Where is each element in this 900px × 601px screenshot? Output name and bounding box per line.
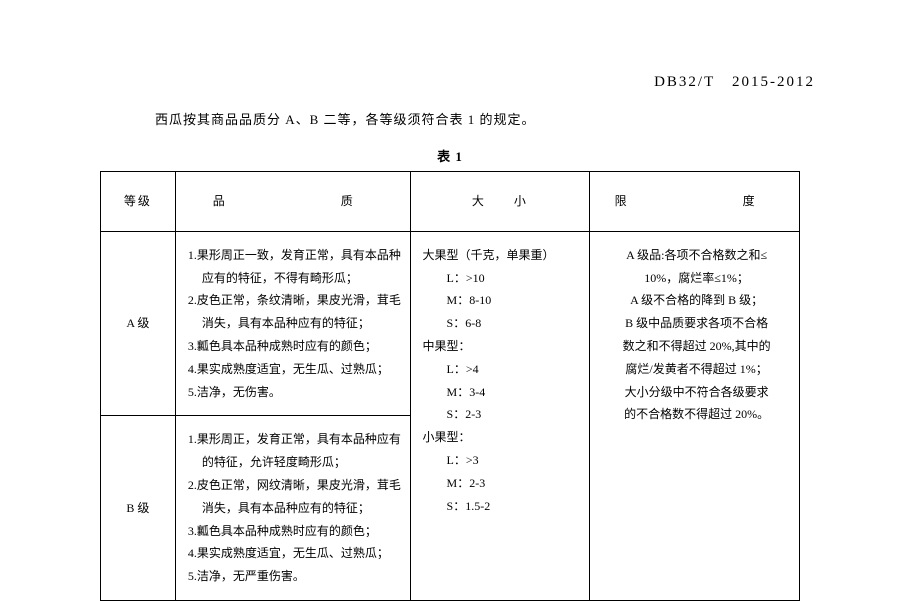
size-header: 小果型： <box>423 426 582 449</box>
limit-line: 10%，腐烂率≤1%； <box>602 267 791 290</box>
grade-a-cell: A 级 <box>101 231 176 416</box>
quality-line: 消失，具有本品种应有的特征； <box>188 312 402 335</box>
table-row: A 级 1.果形周正一致，发育正常，具有本品种 应有的特征，不得有畸形瓜； 2.… <box>101 231 800 416</box>
quality-line: 2.皮色正常，条纹清晰，果皮光滑，茸毛 <box>188 289 402 312</box>
grade-table: 等级 品 质 大 小 限 度 A 级 1.果形周正一致，发育正常，具有本品种 应… <box>100 171 800 601</box>
limit-line: 数之和不得超过 20%,其中的 <box>602 335 791 358</box>
limit-line: 的不合格数不得超过 20%。 <box>602 403 791 426</box>
grade-b-cell: B 级 <box>101 416 176 601</box>
quality-line: 3.瓤色具本品种成熟时应有的颜色； <box>188 520 402 543</box>
size-header: 大果型（千克，单果重） <box>423 244 582 267</box>
size-line: S：1.5-2 <box>423 495 582 518</box>
quality-line: 应有的特征，不得有畸形瓜； <box>188 267 402 290</box>
size-line: L：>3 <box>423 449 582 472</box>
quality-line: 的特征，允许轻度畸形瓜； <box>188 451 402 474</box>
quality-b-cell: 1.果形周正，发育正常，具有本品种应有 的特征，允许轻度畸形瓜； 2.皮色正常，… <box>175 416 410 601</box>
size-line: M：2-3 <box>423 472 582 495</box>
size-line: S：2-3 <box>423 403 582 426</box>
size-cell: 大果型（千克，单果重） L：>10 M：8-10 S：6-8 中果型： L：>4… <box>410 231 590 600</box>
limit-cell: A 级品:各项不合格数之和≤ 10%，腐烂率≤1%； A 级不合格的降到 B 级… <box>590 231 800 600</box>
quality-line: 5.洁净，无伤害。 <box>188 381 402 404</box>
size-line: L：>4 <box>423 358 582 381</box>
size-line: M：3-4 <box>423 381 582 404</box>
quality-line: 5.洁净，无严重伤害。 <box>188 565 402 588</box>
document-number: DB32/T 2015-2012 <box>30 70 870 91</box>
table-header-row: 等级 品 质 大 小 限 度 <box>101 172 800 232</box>
header-size: 大 小 <box>410 172 590 232</box>
quality-line: 4.果实成熟度适宜，无生瓜、过熟瓜； <box>188 358 402 381</box>
size-header: 中果型： <box>423 335 582 358</box>
size-line: L：>10 <box>423 267 582 290</box>
quality-line: 消失，具有本品种应有的特征； <box>188 497 402 520</box>
limit-line: 大小分级中不符合各级要求 <box>602 381 791 404</box>
size-line: S：6-8 <box>423 312 582 335</box>
limit-line: 腐烂/发黄者不得超过 1%； <box>602 358 791 381</box>
quality-line: 2.皮色正常，网纹清晰，果皮光滑，茸毛 <box>188 474 402 497</box>
header-limit: 限 度 <box>590 172 800 232</box>
intro-text: 西瓜按其商品品质分 A、B 二等，各等级须符合表 1 的规定。 <box>155 109 870 128</box>
limit-line: A 级不合格的降到 B 级； <box>602 289 791 312</box>
quality-line: 3.瓤色具本品种成熟时应有的颜色； <box>188 335 402 358</box>
size-line: M：8-10 <box>423 289 582 312</box>
quality-line: 4.果实成熟度适宜，无生瓜、过熟瓜； <box>188 542 402 565</box>
header-quality: 品 质 <box>175 172 410 232</box>
limit-line: A 级品:各项不合格数之和≤ <box>602 244 791 267</box>
header-grade: 等级 <box>101 172 176 232</box>
quality-line: 1.果形周正一致，发育正常，具有本品种 <box>188 244 402 267</box>
quality-line: 1.果形周正，发育正常，具有本品种应有 <box>188 428 402 451</box>
limit-line: B 级中品质要求各项不合格 <box>602 312 791 335</box>
quality-a-cell: 1.果形周正一致，发育正常，具有本品种 应有的特征，不得有畸形瓜； 2.皮色正常… <box>175 231 410 416</box>
table-title: 表 1 <box>30 146 870 165</box>
